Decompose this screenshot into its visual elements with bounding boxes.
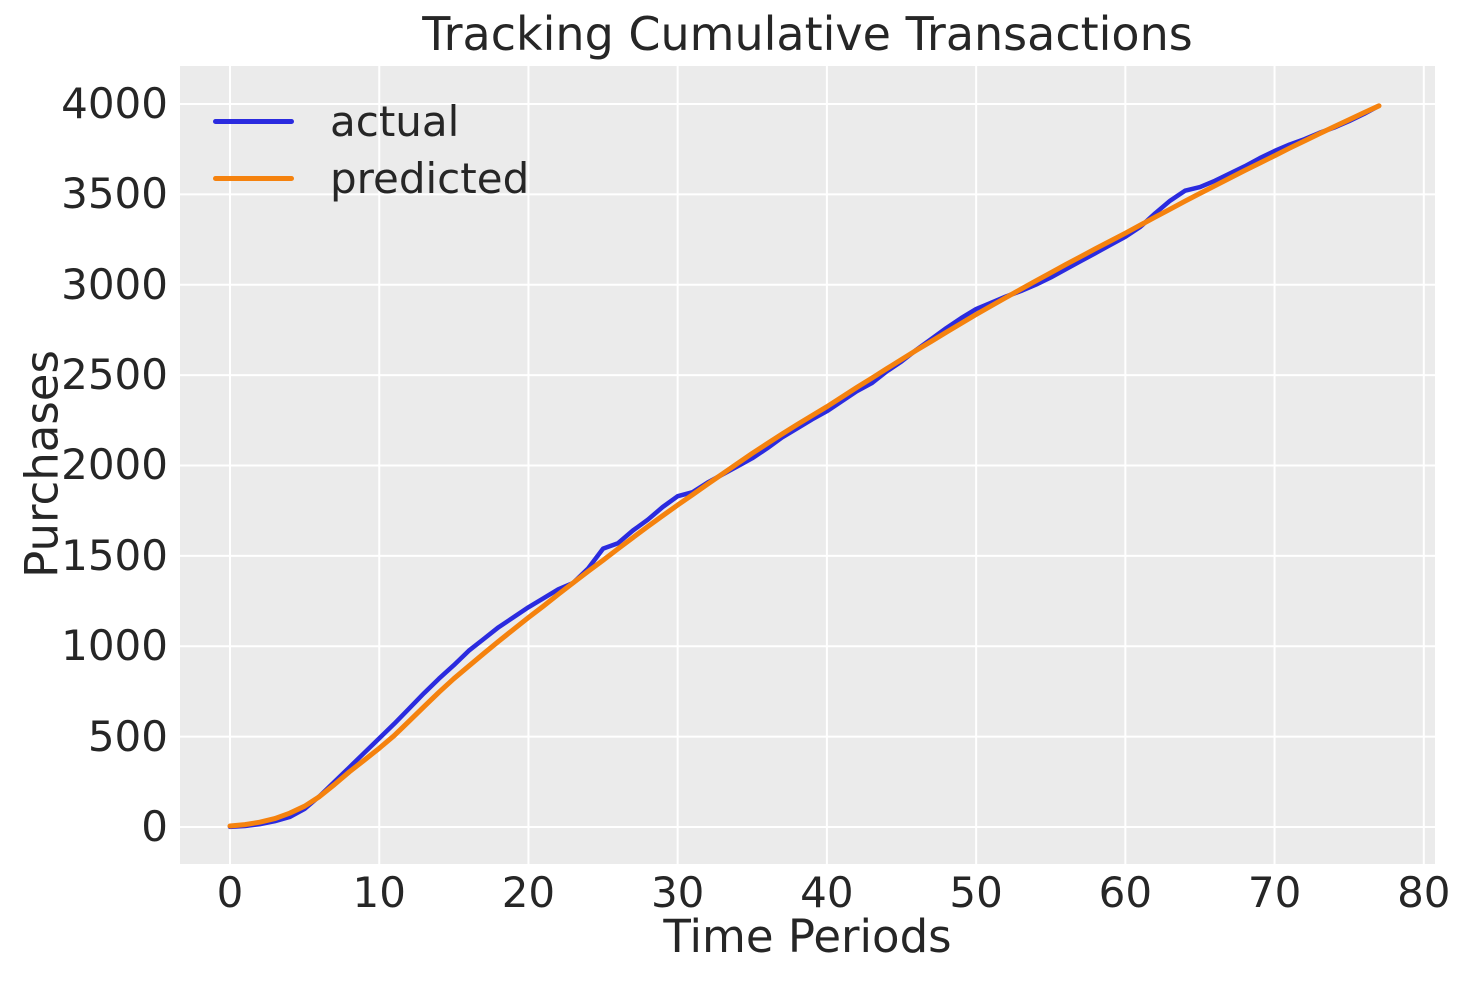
y-tick-label: 0 (141, 801, 168, 851)
y-tick-label: 2000 (61, 440, 168, 490)
y-tick-label: 500 (87, 711, 168, 761)
legend-label-actual: actual (330, 97, 460, 146)
x-tick-label: 40 (800, 868, 854, 917)
gridlines (180, 66, 1435, 864)
predicted-line-swatch (213, 176, 294, 181)
data-lines (227, 103, 1382, 830)
x-tick-label: 50 (949, 868, 1003, 917)
y-tick-label: 3500 (61, 169, 168, 219)
y-tick-label: 2500 (61, 350, 168, 400)
x-axis-label: Time Periods (663, 910, 952, 963)
y-tick-label: 4000 (61, 78, 168, 128)
y-tick-label: 1500 (61, 530, 168, 580)
chart-title: Tracking Cumulative Transactions (422, 7, 1193, 61)
actual-line-swatch (213, 119, 294, 124)
y-tick-label: 3000 (61, 259, 168, 309)
x-tick-label: 30 (650, 868, 705, 917)
predicted-line (227, 103, 1382, 829)
x-tick-label: 80 (1397, 868, 1451, 917)
x-tick-label: 70 (1247, 868, 1302, 917)
legend-label-predicted: predicted (330, 154, 530, 203)
x-tick-label: 10 (352, 868, 406, 917)
y-tick-label: 1000 (61, 621, 168, 671)
x-tick-label: 20 (501, 868, 556, 917)
x-tick-label: 0 (216, 868, 244, 917)
actual-line (227, 103, 1382, 830)
x-tick-label: 60 (1098, 868, 1153, 917)
